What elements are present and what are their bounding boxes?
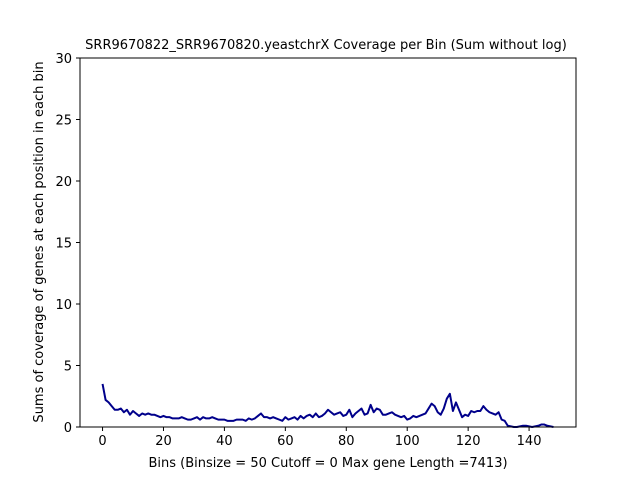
x-tick-label: 0	[98, 434, 106, 449]
y-tick-label: 5	[64, 360, 72, 375]
chart-title: SRR9670822_SRR9670820.yeastchrX Coverage…	[85, 38, 567, 53]
x-tick-label: 80	[338, 434, 355, 449]
x-tick-label: 120	[456, 434, 481, 449]
y-tick-label: 20	[55, 175, 72, 190]
x-tick-label: 100	[395, 434, 420, 449]
x-tick-label: 40	[216, 434, 233, 449]
x-axis-label: Bins (Binsize = 50 Cutoff = 0 Max gene L…	[148, 456, 507, 471]
y-axis-label: Sums of coverage of genes at each positi…	[32, 61, 47, 422]
y-tick-label: 0	[64, 421, 72, 436]
x-tick-label: 60	[277, 434, 294, 449]
plot-frame	[79, 57, 577, 428]
y-tick-label: 15	[55, 237, 72, 252]
series-layer	[101, 383, 554, 428]
coverage-line	[101, 383, 554, 428]
y-axis-ticks: 0 5 10 15 20 25 30	[55, 52, 80, 436]
y-tick-label: 25	[55, 114, 72, 129]
x-tick-label: 20	[155, 434, 172, 449]
x-tick-label: 140	[517, 434, 542, 449]
x-axis-ticks: 0 20 40 60 80 100 120 140	[98, 427, 541, 449]
y-tick-label: 10	[55, 298, 72, 313]
y-tick-label: 30	[55, 52, 72, 67]
